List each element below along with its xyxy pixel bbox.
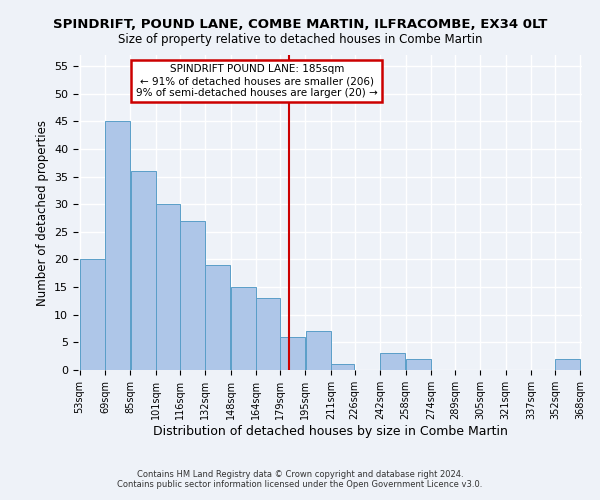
Bar	[205, 265, 230, 370]
Bar	[131, 171, 155, 370]
Bar	[380, 354, 405, 370]
Bar	[555, 359, 580, 370]
Bar	[156, 204, 179, 370]
Text: Size of property relative to detached houses in Combe Martin: Size of property relative to detached ho…	[118, 32, 482, 46]
Bar	[280, 337, 305, 370]
Text: Contains HM Land Registry data © Crown copyright and database right 2024.
Contai: Contains HM Land Registry data © Crown c…	[118, 470, 482, 489]
Bar	[305, 332, 331, 370]
Text: SPINDRIFT, POUND LANE, COMBE MARTIN, ILFRACOMBE, EX34 0LT: SPINDRIFT, POUND LANE, COMBE MARTIN, ILF…	[53, 18, 547, 30]
Bar	[256, 298, 280, 370]
Bar	[231, 287, 256, 370]
Text: SPINDRIFT POUND LANE: 185sqm
← 91% of detached houses are smaller (206)
9% of se: SPINDRIFT POUND LANE: 185sqm ← 91% of de…	[136, 64, 378, 98]
Bar	[406, 359, 431, 370]
Bar	[105, 122, 130, 370]
Bar	[80, 260, 105, 370]
Bar	[331, 364, 355, 370]
X-axis label: Distribution of detached houses by size in Combe Martin: Distribution of detached houses by size …	[152, 424, 508, 438]
Bar	[180, 221, 205, 370]
Y-axis label: Number of detached properties: Number of detached properties	[35, 120, 49, 306]
